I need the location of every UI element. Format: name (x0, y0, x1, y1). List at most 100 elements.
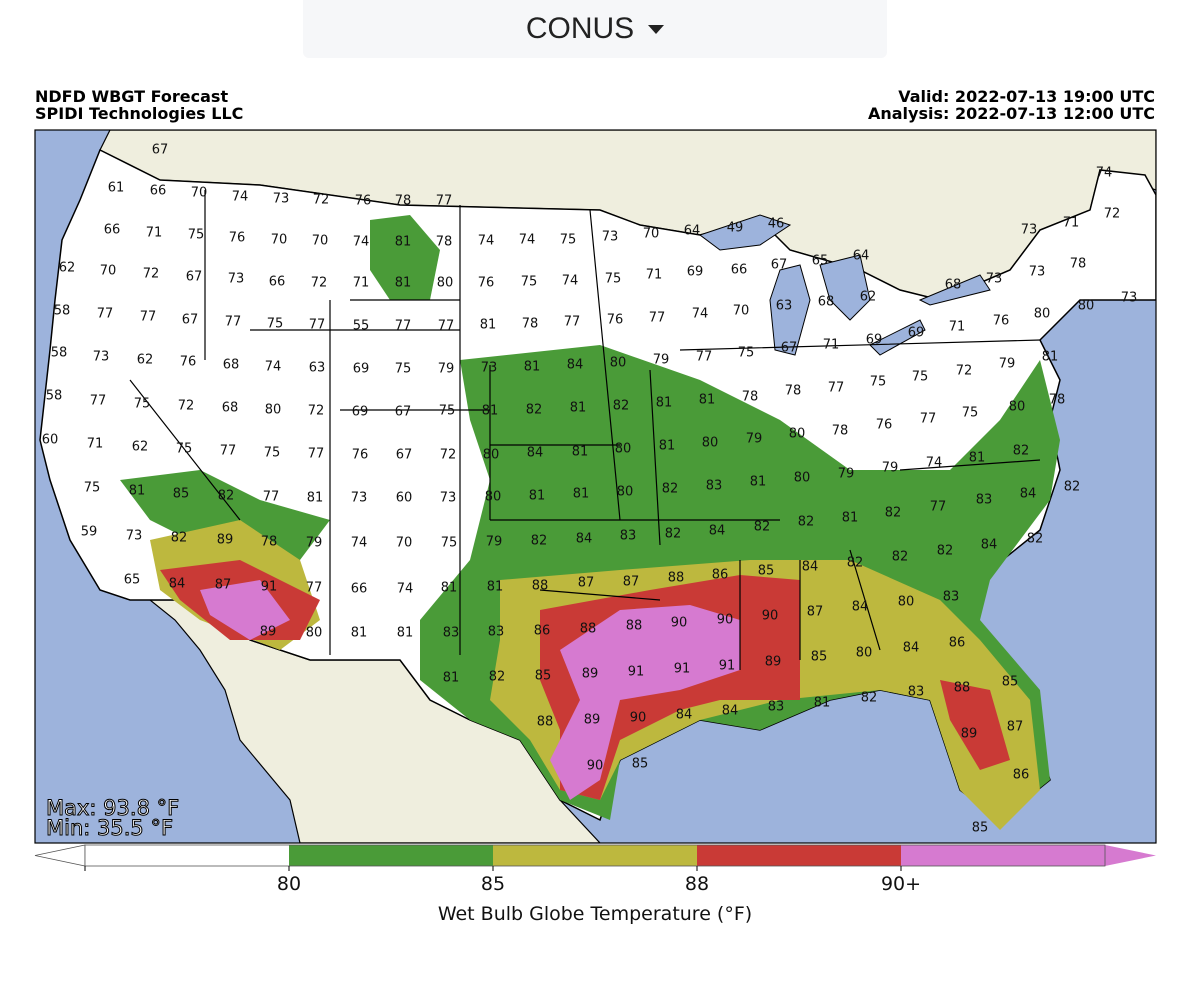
station-value: 73 (602, 230, 619, 245)
station-value: 75 (267, 317, 284, 332)
station-value: 74 (397, 582, 414, 597)
colorbar-extend-high (1105, 845, 1156, 866)
station-value: 67 (781, 341, 798, 356)
station-value: 77 (436, 194, 453, 209)
station-value: 78 (1049, 393, 1066, 408)
station-value: 83 (488, 625, 505, 640)
station-value: 63 (309, 361, 326, 376)
station-value: 75 (521, 275, 538, 290)
station-value: 84 (709, 524, 726, 539)
station-value: 80 (617, 485, 634, 500)
colorbar-segment (697, 845, 901, 866)
station-value: 74 (926, 456, 943, 471)
station-value: 75 (738, 346, 755, 361)
station-value: 74 (351, 536, 368, 551)
station-value: 85 (811, 650, 828, 665)
station-value: 71 (87, 437, 104, 452)
station-value: 74 (232, 190, 249, 205)
lake (918, 274, 991, 306)
colorbar-tick-label: 90+ (881, 873, 921, 895)
station-value: 76 (607, 313, 624, 328)
station-value: 72 (313, 193, 330, 208)
station-value: 73 (273, 192, 290, 207)
station-value: 78 (832, 424, 849, 439)
station-value: 83 (768, 700, 785, 715)
station-value: 69 (866, 333, 883, 348)
station-value: 79 (486, 535, 503, 550)
colorbar-extend-low (34, 844, 86, 867)
station-value: 83 (976, 493, 993, 508)
station-value: 85 (972, 821, 989, 836)
zone-red (940, 680, 1010, 770)
station-value: 81 (570, 401, 587, 416)
station-value: 91 (719, 659, 736, 674)
station-value: 81 (659, 439, 676, 454)
station-value: 79 (882, 461, 899, 476)
station-value: 73 (481, 361, 498, 376)
station-value: 81 (573, 487, 590, 502)
station-value: 80 (437, 276, 454, 291)
station-value: 82 (662, 482, 679, 497)
station-value: 58 (51, 346, 68, 361)
station-value: 70 (191, 186, 208, 201)
station-value: 66 (731, 263, 748, 278)
station-value: 89 (961, 727, 978, 742)
station-value: 85 (535, 669, 552, 684)
station-value: 62 (137, 353, 154, 368)
station-value: 88 (954, 681, 971, 696)
station-value: 91 (628, 665, 645, 680)
station-value: 63 (776, 299, 793, 314)
station-value: 80 (265, 403, 282, 418)
station-value: 77 (395, 319, 412, 334)
station-value: 62 (59, 261, 76, 276)
station-value: 72 (440, 448, 457, 463)
station-value: 81 (572, 445, 589, 460)
station-value: 86 (1013, 768, 1030, 783)
station-value: 72 (178, 399, 195, 414)
station-value: 77 (649, 311, 666, 326)
station-value: 70 (396, 536, 413, 551)
station-value: 87 (1007, 720, 1024, 735)
station-value: 71 (646, 268, 663, 283)
station-value: 66 (351, 582, 368, 597)
station-value: 77 (930, 500, 947, 515)
station-value: 55 (353, 319, 370, 334)
station-value: 70 (733, 304, 750, 319)
station-value: 73 (228, 272, 245, 287)
station-value: 78 (395, 194, 412, 209)
station-value: 84 (527, 446, 544, 461)
station-value: 91 (674, 662, 691, 677)
station-value: 74 (478, 234, 495, 249)
station-value: 73 (351, 491, 368, 506)
station-value: 60 (42, 433, 59, 448)
station-value: 81 (969, 451, 986, 466)
station-value: 79 (746, 432, 763, 447)
colorbar-tick-label: 80 (277, 873, 301, 895)
state-line (129, 190, 1041, 670)
station-value: 81 (395, 276, 412, 291)
zone-pink (550, 605, 740, 800)
station-value: 73 (1021, 223, 1038, 238)
station-value: 46 (768, 217, 785, 232)
zone-green (370, 215, 440, 300)
lakes (698, 214, 991, 356)
station-value: 77 (140, 310, 157, 325)
station-value: 67 (152, 143, 169, 158)
station-value: 81 (307, 491, 324, 506)
station-value: 80 (856, 646, 873, 661)
station-value: 76 (993, 314, 1010, 329)
station-value: 83 (443, 626, 460, 641)
selector-label: CONUS (525, 12, 635, 45)
station-value: 82 (847, 556, 864, 571)
station-value: 78 (742, 390, 759, 405)
station-value: 82 (218, 489, 235, 504)
region-selector[interactable]: CONUS (303, 0, 887, 58)
station-value: 79 (838, 467, 855, 482)
station-value: 77 (438, 319, 455, 334)
station-value: 75 (870, 375, 887, 390)
station-value: 87 (807, 605, 824, 620)
station-value: 80 (1009, 400, 1026, 415)
map-frame (34, 129, 1157, 844)
station-value: 89 (765, 655, 782, 670)
station-value: 66 (104, 223, 121, 238)
